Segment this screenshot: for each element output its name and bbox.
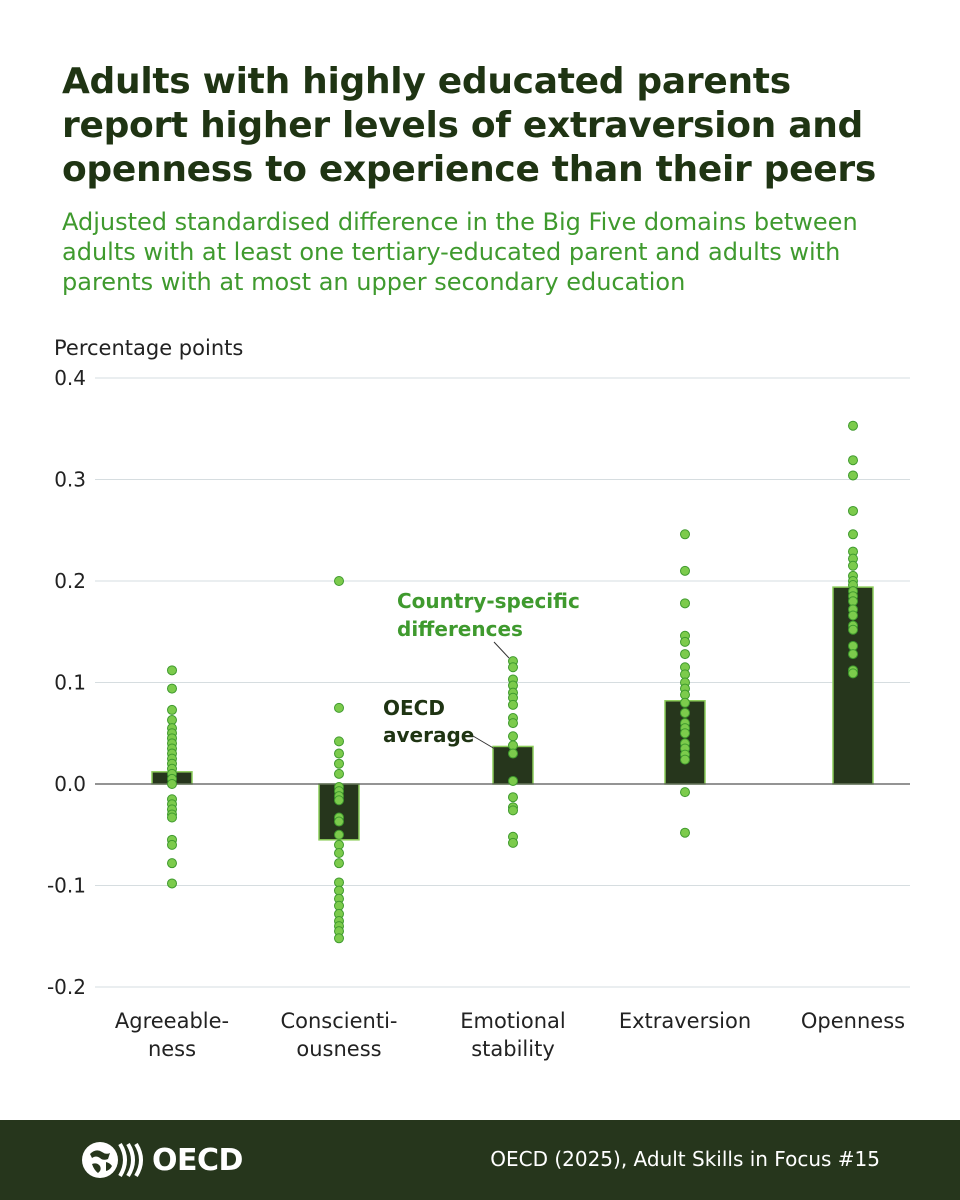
country-dot bbox=[680, 707, 690, 718]
country-dot bbox=[167, 858, 177, 869]
country-dot bbox=[167, 812, 177, 823]
country-dot bbox=[848, 624, 858, 635]
country-dot bbox=[508, 837, 518, 848]
annotation-country-specific: differences bbox=[397, 617, 523, 641]
country-dot bbox=[848, 668, 858, 679]
country-dot bbox=[167, 878, 177, 889]
country-dot bbox=[334, 748, 344, 759]
country-dot bbox=[848, 470, 858, 481]
country-dot bbox=[334, 736, 344, 747]
y-tick-label: 0.4 bbox=[54, 366, 86, 390]
country-dot bbox=[334, 758, 344, 769]
country-dot bbox=[334, 702, 344, 713]
x-tick-label: Agreeable- bbox=[115, 1009, 229, 1033]
country-dot bbox=[680, 697, 690, 708]
country-dot bbox=[680, 636, 690, 647]
annotation-country-specific: Country-specific bbox=[397, 589, 580, 613]
y-tick-label: -0.2 bbox=[47, 975, 86, 999]
country-dot bbox=[848, 610, 858, 621]
chart-title: Adults with highly educated parents repo… bbox=[62, 61, 876, 190]
country-dot bbox=[334, 576, 344, 586]
country-dot bbox=[508, 775, 518, 786]
x-tick-label: ousness bbox=[296, 1037, 381, 1061]
country-dot bbox=[848, 560, 858, 571]
x-tick-label: Emotional bbox=[460, 1009, 566, 1033]
y-tick-label: 0.1 bbox=[54, 671, 86, 695]
country-dot bbox=[848, 505, 858, 516]
country-dot bbox=[334, 829, 344, 840]
country-dot bbox=[680, 565, 690, 576]
country-dot bbox=[334, 816, 344, 827]
y-tick-label: -0.1 bbox=[47, 874, 86, 898]
globe-icon bbox=[82, 1142, 143, 1178]
country-dot bbox=[680, 649, 690, 660]
chart-subtitle: Adjusted standardised difference in the … bbox=[62, 208, 858, 296]
y-tick-label: 0.2 bbox=[54, 569, 86, 593]
country-dot bbox=[848, 455, 858, 466]
country-dot bbox=[334, 768, 344, 779]
country-dot bbox=[334, 858, 344, 869]
country-dot bbox=[167, 683, 177, 694]
bar-chart: Percentage points 0.4 0.3 0.2 0.1 0.0 -0.1 -0.2… bbox=[47, 336, 910, 1061]
country-dot bbox=[680, 529, 690, 540]
source-citation: OECD (2025), Adult Skills in Focus #15 bbox=[490, 1147, 880, 1171]
country-dot bbox=[167, 665, 177, 676]
country-dot bbox=[508, 699, 518, 710]
country-dot bbox=[680, 827, 690, 838]
country-dot bbox=[508, 662, 518, 673]
footer: OECD OECD (2025), Adult Skills in Focus … bbox=[0, 1120, 960, 1200]
country-dot bbox=[167, 839, 177, 850]
y-axis-label: Percentage points bbox=[54, 336, 243, 360]
x-tick-label: Conscienti- bbox=[280, 1009, 397, 1033]
annotation-oecd-average: OECD bbox=[383, 696, 445, 720]
annotation-leader-line bbox=[493, 641, 510, 659]
country-dot bbox=[167, 704, 177, 715]
country-dot bbox=[848, 529, 858, 540]
y-tick-label: 0.3 bbox=[54, 468, 86, 492]
country-dot bbox=[508, 731, 518, 742]
oecd-logo[interactable]: OECD bbox=[80, 1140, 243, 1180]
annotation-leader-line bbox=[472, 735, 496, 750]
country-dot bbox=[334, 933, 344, 944]
annotation-oecd-average: average bbox=[383, 723, 474, 747]
country-dot bbox=[334, 795, 344, 806]
country-dot bbox=[508, 792, 518, 803]
x-tick-label: Openness bbox=[801, 1009, 905, 1033]
x-tick-label: ness bbox=[148, 1037, 196, 1061]
y-tick-label: 0.0 bbox=[54, 772, 86, 796]
country-dot bbox=[680, 787, 690, 798]
country-dot bbox=[680, 754, 690, 765]
oecd-logo-text: OECD bbox=[152, 1142, 243, 1178]
country-dot bbox=[848, 649, 858, 660]
country-dot bbox=[848, 420, 858, 431]
x-tick-label: stability bbox=[471, 1037, 555, 1061]
country-dot bbox=[508, 718, 518, 729]
x-tick-label: Extraversion bbox=[619, 1009, 751, 1033]
country-dot bbox=[167, 779, 177, 789]
country-dot bbox=[508, 805, 518, 816]
country-dot bbox=[334, 848, 344, 859]
country-dot bbox=[680, 728, 690, 739]
country-dot bbox=[680, 598, 690, 609]
country-dot bbox=[508, 748, 518, 759]
